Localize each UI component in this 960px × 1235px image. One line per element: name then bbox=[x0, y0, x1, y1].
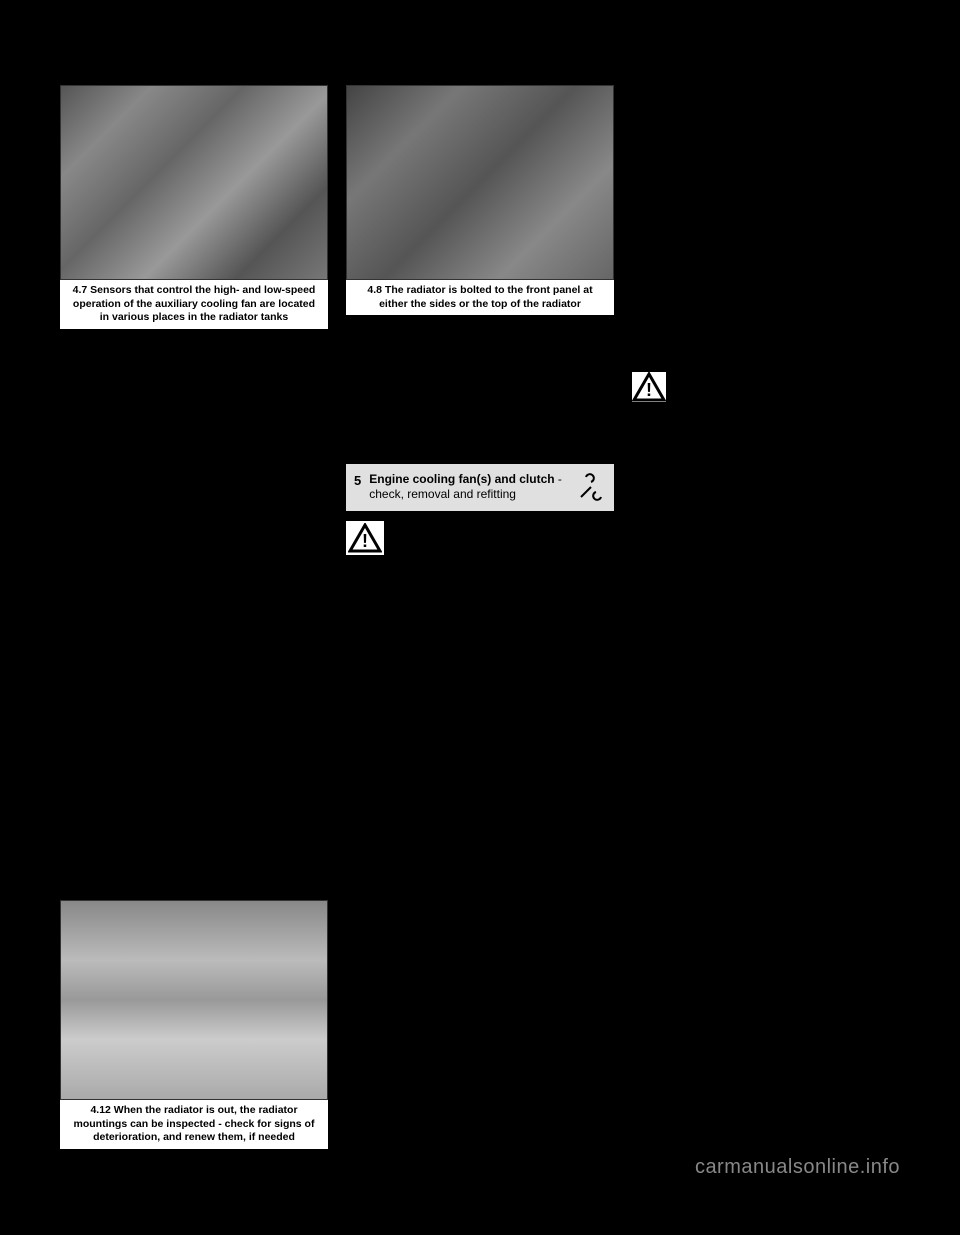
watermark: carmanualsonline.info bbox=[695, 1156, 900, 1179]
figure-4-12-image bbox=[60, 900, 328, 1100]
col1-para-12: 12 After refitting, fill the cooling sys… bbox=[60, 575, 328, 649]
col3-heading-mechanical-2: Mechanical fan bbox=[632, 464, 900, 479]
col1-para-13: 13 Start the engine and check for leaks.… bbox=[60, 653, 328, 712]
col1-para-10: 10 Flies and dirt can be removed from th… bbox=[60, 485, 328, 530]
section-5-number: 5 bbox=[354, 472, 361, 490]
column-2: 4.8 The radiator is bolted to the front … bbox=[346, 85, 614, 1159]
col3-heading-electric: Electric (auxiliary) fan bbox=[632, 121, 900, 136]
col3-para-hand: hand. Some drag should be evident. If th… bbox=[632, 85, 900, 115]
page-container: 4.7 Sensors that control the high- and l… bbox=[0, 0, 960, 1199]
col1-para-14: 14 If you're working on a vehicle with a… bbox=[60, 716, 328, 761]
col2-caution-1: Caution: If the vehicle is equipped with… bbox=[346, 688, 614, 747]
col3-para-a16: 16 Disconnect the battery negative cable… bbox=[632, 896, 900, 911]
col2-para-m1: 1 Disconnect the battery negative cable. bbox=[346, 669, 614, 684]
col3-para-r12: 12 Remove the fan/clutch assembly and th… bbox=[632, 726, 900, 756]
svg-text:!: ! bbox=[362, 531, 368, 551]
section-5-title: Engine cooling fan(s) and clutch - check… bbox=[369, 472, 576, 503]
col3-para-r11: 11 Remove the fan shroud mounting bolts,… bbox=[632, 692, 900, 722]
col3-heading-electric-2: Electric (auxiliary) fan bbox=[632, 878, 900, 893]
col3-caution-3: Caution: If the vehicle is equipped with… bbox=[632, 915, 900, 974]
col2-heading-check: Check bbox=[346, 630, 614, 645]
col2-para-14: 14 If you're working on a vehicle with a… bbox=[346, 359, 614, 404]
col3-para-a18: 18 On models where the condenser is in f… bbox=[632, 1027, 900, 1072]
warning-1b-text: To avoid injury, keep hands and clothing… bbox=[346, 592, 614, 622]
col3-caution-2: Caution: If the vehicle is equipped with… bbox=[632, 502, 900, 561]
section-5-header: 5 Engine cooling fan(s) and clutch - che… bbox=[346, 464, 614, 511]
figure-4-8-caption: 4.8 The radiator is bolted to the front … bbox=[346, 280, 614, 315]
col3-para-r15: 15 Refitting is the reverse of removal. bbox=[632, 857, 900, 872]
col1-para-wires: the wires, then unscrew the sensors and … bbox=[60, 339, 328, 354]
col2-para-m5: 5 With the engine completely warmed up, … bbox=[346, 868, 614, 913]
col3-para-r13: 13 Carefully inspect the fan blades for … bbox=[632, 760, 900, 790]
col1-spacer bbox=[60, 765, 328, 900]
col2-para-m3: 3 With the engine cold, turn the blades … bbox=[346, 785, 614, 815]
col1-para-8: 8 Remove the radiator mounting bolts (se… bbox=[60, 358, 328, 417]
content-columns: 4.7 Sensors that control the high- and l… bbox=[60, 85, 900, 1159]
figure-4-7-caption: 4.7 Sensors that control the high- and l… bbox=[60, 280, 328, 329]
col1-para-9: 9 With the radiator removed, it can be i… bbox=[60, 421, 328, 480]
warning-triangle-icon: ! bbox=[346, 521, 384, 555]
warning-triangle-icon-2: ! bbox=[632, 372, 666, 402]
warning-2-text: Warning: DO NOT touch a 'live' jumper wi… bbox=[672, 372, 900, 431]
figure-4-8-image bbox=[346, 85, 614, 280]
col3-para-e7: 7 If the auxiliary fan does not come on … bbox=[632, 233, 900, 367]
warning-2: ! Warning: DO NOT touch a 'live' jumper … bbox=[632, 372, 900, 435]
figure-4-8: 4.8 The radiator is bolted to the front … bbox=[346, 85, 614, 315]
warning-1: ! Warning: To avoid possible injury or d… bbox=[346, 521, 614, 584]
col1-para-11: 11 Refitting is the reverse of removal. bbox=[60, 556, 328, 571]
col3-para-a17: 17 If you haven't already done so, remov… bbox=[632, 979, 900, 1024]
col2-spacer-1 bbox=[346, 408, 614, 458]
figure-4-7: 4.7 Sensors that control the high- and l… bbox=[60, 85, 328, 329]
col2-heading-mechanical: Mechanical fan bbox=[346, 651, 614, 666]
wrench-icon bbox=[576, 472, 606, 502]
col3-para-r9: 9 With the engine cold, remove the radia… bbox=[632, 565, 900, 610]
col3-heading-removal: Removal and refitting bbox=[632, 444, 900, 459]
figure-4-7-image bbox=[60, 85, 328, 280]
column-1: 4.7 Sensors that control the high- and l… bbox=[60, 85, 328, 1159]
col3-para-r8: 8 Disconnect the battery negative cable. bbox=[632, 483, 900, 498]
col3-para-r10: 10 Hold the pump pulley stationary with … bbox=[632, 614, 900, 688]
figure-4-12: 4.12 When the radiator is out, the radia… bbox=[60, 900, 328, 1149]
column-3: hand. Some drag should be evident. If th… bbox=[632, 85, 900, 1159]
col2-para-m4: 4 Visually inspect for substantial fluid… bbox=[346, 819, 614, 864]
section-5-title-bold: Engine cooling fan(s) and clutch bbox=[369, 472, 554, 486]
col3-para-e6: 6 The auxiliary fan is controlled by two… bbox=[632, 140, 900, 229]
col2-para-hose: radiator hose becoming hot. Recheck the … bbox=[346, 325, 614, 355]
col2-para-m2: 2 Rock the fan back and forth by hand to… bbox=[346, 752, 614, 782]
figure-4-12-caption: 4.12 When the radiator is out, the radia… bbox=[60, 1100, 328, 1149]
svg-text:!: ! bbox=[646, 380, 652, 400]
col1-heading-refitting: Refitting bbox=[60, 537, 328, 552]
col3-para-r14: 14 At this point, the fan and clutch may… bbox=[632, 793, 900, 852]
warning-1-text: Warning: To avoid possible injury or dam… bbox=[392, 521, 614, 580]
